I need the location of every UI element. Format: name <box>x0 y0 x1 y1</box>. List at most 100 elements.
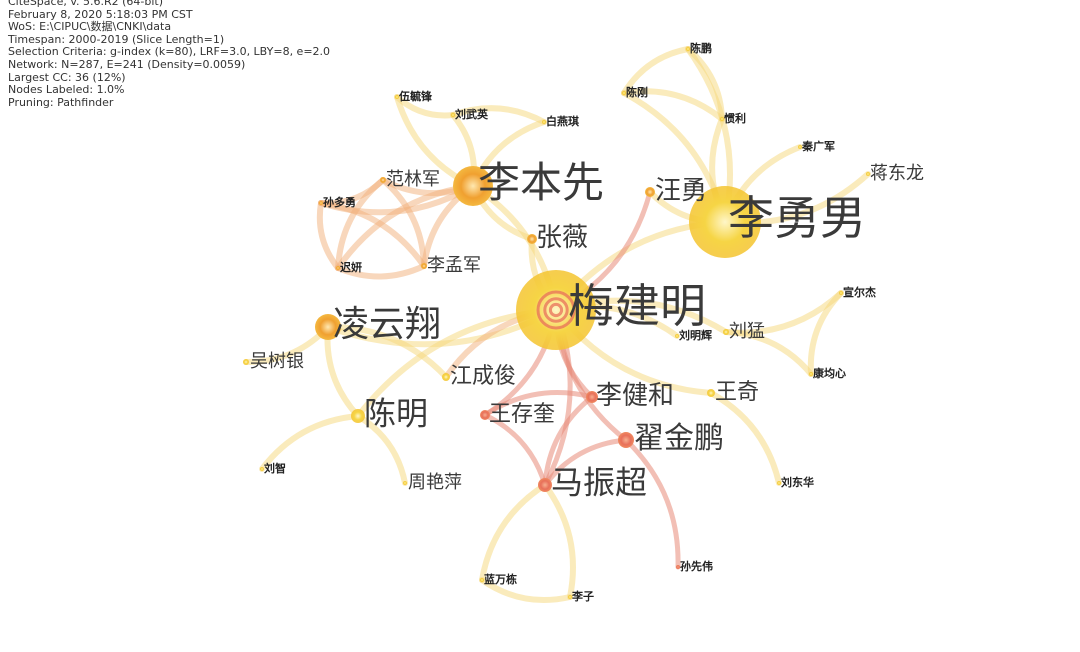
coauthor-link <box>479 482 548 583</box>
author-node[interactable] <box>568 595 572 599</box>
author-node[interactable] <box>453 166 493 206</box>
author-node[interactable] <box>720 117 724 121</box>
author-node-ring <box>536 290 576 330</box>
coauthor-link <box>259 413 361 472</box>
author-node[interactable] <box>538 478 552 492</box>
author-node[interactable] <box>686 47 690 51</box>
author-node[interactable] <box>243 359 249 365</box>
info-line: WoS: E:\CIPUC\数据\CNKI\data <box>8 20 172 34</box>
coauthor-link <box>621 88 725 122</box>
author-label: 周艳萍 <box>408 472 462 493</box>
coauthor-link <box>807 290 844 377</box>
info-line: February 8, 2020 5:18:03 PM CST <box>8 7 193 21</box>
coauthor-link <box>542 482 576 600</box>
coauthor-link <box>723 329 814 377</box>
author-label: 李勇男 <box>728 191 866 245</box>
author-label: 刘明辉 <box>679 328 712 342</box>
author-node[interactable] <box>516 270 596 350</box>
author-node[interactable] <box>839 291 843 295</box>
author-label: 马振超 <box>551 464 647 502</box>
coauthor-link <box>394 94 456 119</box>
author-label: 康均心 <box>813 366 846 380</box>
author-label: 翟金鹏 <box>634 421 724 456</box>
coauthor-link <box>708 390 782 486</box>
author-node[interactable] <box>645 187 655 197</box>
coauthor-link <box>318 200 427 269</box>
author-label: 陈明 <box>364 395 428 433</box>
author-node[interactable] <box>351 409 365 423</box>
coauthor-link <box>542 437 629 488</box>
author-label: 伍毓锋 <box>398 89 433 103</box>
author-node[interactable] <box>622 91 626 95</box>
author-node[interactable] <box>809 372 813 376</box>
author-label: 刘武英 <box>455 107 489 121</box>
coauthor-link <box>325 323 449 380</box>
author-label: 江成俊 <box>450 364 516 389</box>
author-node[interactable] <box>586 391 598 403</box>
coauthor-link <box>685 46 725 122</box>
author-node[interactable] <box>442 373 450 381</box>
coauthor-link <box>316 200 341 271</box>
author-label: 李孟军 <box>427 255 481 276</box>
info-panel: CiteSpace, v. 5.6.R2 (64-bit) February 8… <box>8 0 330 109</box>
author-node[interactable] <box>319 201 323 205</box>
author-node[interactable] <box>527 234 537 244</box>
coauthor-link <box>450 105 547 125</box>
author-label: 刘东华 <box>781 475 814 489</box>
author-node[interactable] <box>723 329 729 335</box>
node-layer <box>243 47 870 599</box>
info-line: Timespan: 2000-2019 (Slice Length=1) <box>8 32 225 46</box>
author-node[interactable] <box>336 266 340 270</box>
author-label: 汪勇 <box>655 176 707 206</box>
author-node[interactable] <box>798 145 802 149</box>
info-line: Nodes Labeled: 1.0% <box>8 83 125 97</box>
author-node[interactable] <box>777 481 781 485</box>
author-label: 白燕琪 <box>546 114 579 128</box>
info-line: Largest CC: 36 (12%) <box>8 70 126 84</box>
author-node[interactable] <box>707 389 715 397</box>
author-label: 刘猛 <box>729 321 765 342</box>
author-label: 王奇 <box>715 380 759 405</box>
author-label: 刘智 <box>264 461 286 475</box>
author-label: 张薇 <box>536 223 588 253</box>
author-label: 蒋东龙 <box>870 163 924 184</box>
author-node[interactable] <box>315 314 341 340</box>
author-label: 蓝万栋 <box>484 572 517 586</box>
author-node[interactable] <box>260 467 264 471</box>
coauthor-link <box>542 394 595 488</box>
author-node[interactable] <box>480 578 484 582</box>
author-label: 李本先 <box>478 158 604 207</box>
author-node[interactable] <box>403 481 407 485</box>
author-label: 王存奎 <box>489 402 555 427</box>
author-node[interactable] <box>380 177 386 183</box>
author-label: 吴树银 <box>250 351 304 372</box>
author-node[interactable] <box>866 172 870 176</box>
author-node[interactable] <box>618 432 634 448</box>
coauthor-link <box>335 177 386 271</box>
author-node[interactable] <box>480 410 490 420</box>
author-node[interactable] <box>395 95 399 99</box>
author-node[interactable] <box>675 334 679 338</box>
info-line: Pruning: Pathfinder <box>8 95 114 109</box>
author-node[interactable] <box>676 565 680 569</box>
author-node[interactable] <box>451 113 455 117</box>
author-label: 迟妍 <box>340 260 362 274</box>
author-label: 孙先伟 <box>680 559 713 573</box>
coauthor-link <box>621 46 691 96</box>
coauthor-link <box>482 390 595 418</box>
author-node[interactable] <box>421 263 427 269</box>
author-node[interactable] <box>542 120 546 124</box>
author-label: 孙多勇 <box>323 195 356 209</box>
author-node[interactable] <box>689 186 761 258</box>
author-label: 李子 <box>571 589 594 603</box>
coauthor-link <box>623 437 681 570</box>
author-label: 陈刚 <box>626 85 648 99</box>
author-node-ring <box>548 302 564 318</box>
author-label: 凌云翔 <box>333 304 441 345</box>
info-line: Network: N=287, E=241 (Density=0.0059) <box>8 57 246 71</box>
author-label: 陈鹏 <box>690 41 712 55</box>
author-label: 惯利 <box>724 111 746 125</box>
author-label: 宣尔杰 <box>843 285 876 299</box>
